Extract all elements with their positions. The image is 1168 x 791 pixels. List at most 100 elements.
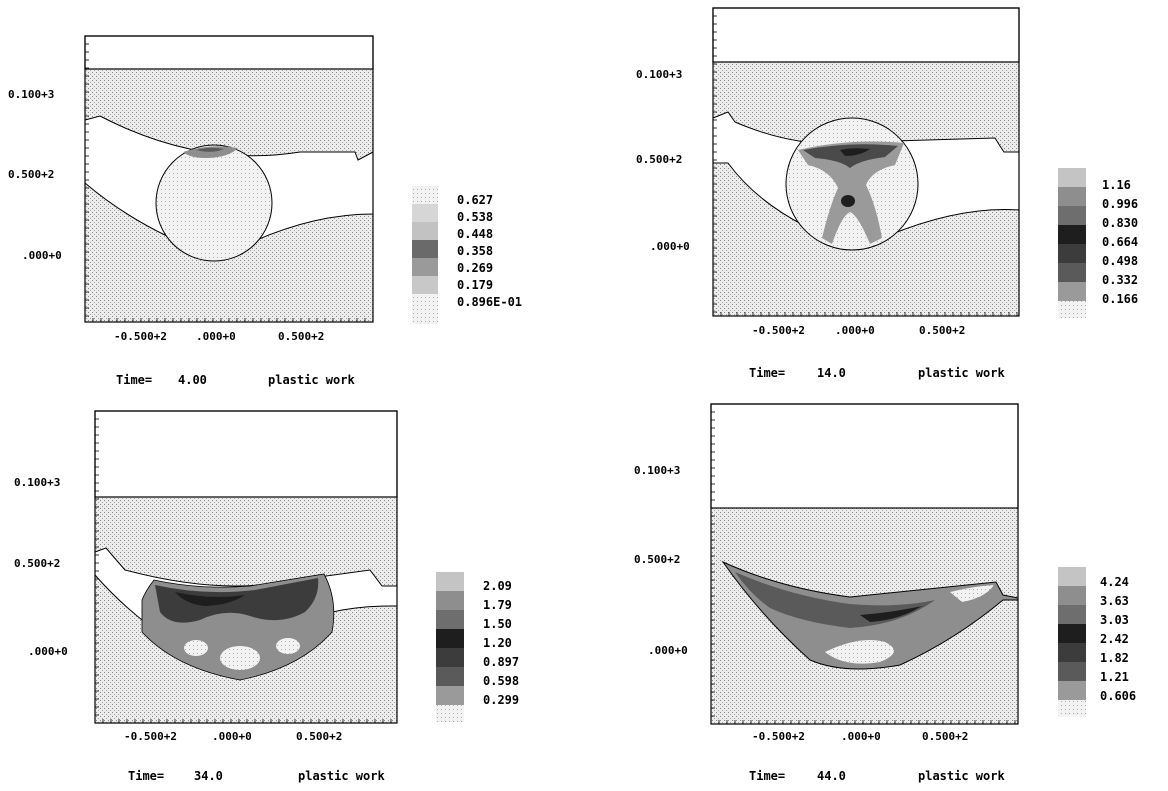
- legend: 1.16 0.996 0.830 0.664 0.498 0.332 0.166: [1058, 168, 1138, 318]
- legend-value: 0.996: [1102, 197, 1138, 211]
- upper-die: [712, 7, 1020, 63]
- x-tick-label: .000+0: [196, 330, 236, 343]
- legend-value: 1.20: [483, 636, 512, 650]
- plot-area: [710, 403, 1019, 725]
- contour-region: [860, 606, 922, 622]
- x-tick-label: 0.500+2: [922, 730, 968, 743]
- legend-swatch: [412, 222, 438, 240]
- panel-1: 0.100+3 0.500+2 .000+0 -0.500+2 .000+0 0…: [8, 35, 522, 387]
- legend-swatch: [412, 258, 438, 276]
- legend-value: 0.606: [1100, 689, 1136, 703]
- legend-swatch: [1058, 282, 1086, 301]
- time-label: Time=: [749, 366, 785, 380]
- legend-swatch: [1058, 681, 1086, 700]
- x-tick-label: -0.500+2: [114, 330, 167, 343]
- legend-value: 3.63: [1100, 594, 1129, 608]
- time-label: Time=: [116, 373, 152, 387]
- legend-value: 0.299: [483, 693, 519, 707]
- legend-swatch: [412, 294, 438, 324]
- plot-area: [94, 410, 398, 724]
- plot-area: [712, 7, 1020, 317]
- legend-value: 3.03: [1100, 613, 1129, 627]
- legend-swatch: [1058, 586, 1086, 605]
- plot-frame: [712, 7, 1020, 317]
- time-label: Time=: [749, 769, 785, 783]
- field-label: plastic work: [918, 769, 1005, 783]
- legend-value: 0.269: [457, 261, 493, 275]
- y-tick-label: 0.500+2: [14, 557, 60, 570]
- upper-die: [94, 410, 398, 498]
- legend-value: 1.50: [483, 617, 512, 631]
- legend-swatch: [412, 276, 438, 294]
- legend-swatch: [436, 648, 464, 667]
- legend-swatch: [1058, 662, 1086, 681]
- legend-swatch: [1058, 301, 1086, 318]
- plot-frame: [94, 410, 398, 724]
- contour-region: [184, 640, 208, 656]
- legend-swatch: [1058, 567, 1086, 586]
- panel-3: 0.100+3 0.500+2 .000+0 -0.500+2 .000+0 0…: [14, 410, 519, 783]
- panel-4: 0.100+3 0.500+2 .000+0 -0.500+2 .000+0 0…: [634, 403, 1136, 783]
- contour-region: [825, 639, 894, 664]
- axis-ticks: [85, 15, 1018, 724]
- x-tick-label: .000+0: [835, 324, 875, 337]
- legend-value: 0.627: [457, 193, 493, 207]
- contour-region: [175, 592, 245, 606]
- y-tick-label: .000+0: [22, 249, 62, 262]
- y-tick-label: 0.100+3: [634, 464, 680, 477]
- legend-swatch: [1058, 225, 1086, 244]
- plot-area: [84, 35, 374, 323]
- time-value: 34.0: [194, 769, 223, 783]
- contour-region: [841, 195, 855, 207]
- legend-value: 0.498: [1102, 254, 1138, 268]
- legend: 0.627 0.538 0.448 0.358 0.269 0.179 0.89…: [412, 186, 522, 324]
- panel-2: 0.100+3 0.500+2 .000+0 -0.500+2 .000+0 0…: [636, 7, 1138, 380]
- contour-region: [276, 638, 300, 654]
- contour-region: [950, 585, 994, 602]
- legend-swatch: [412, 204, 438, 222]
- legend: 2.09 1.79 1.50 1.20 0.897 0.598 0.299: [436, 572, 519, 722]
- contour-region: [840, 148, 870, 156]
- legend-swatch: [1058, 187, 1086, 206]
- contour-region: [155, 578, 319, 623]
- ball: [155, 144, 273, 262]
- y-tick-label: 0.100+3: [8, 88, 54, 101]
- y-tick-label: 0.100+3: [636, 68, 682, 81]
- time-value: 44.0: [817, 769, 846, 783]
- legend-value: 0.538: [457, 210, 493, 224]
- y-tick-label: .000+0: [650, 240, 690, 253]
- legend-value: 0.448: [457, 227, 493, 241]
- legend-value: 1.21: [1100, 670, 1129, 684]
- time-label: Time=: [128, 769, 164, 783]
- legend-value: 0.166: [1102, 292, 1138, 306]
- legend-value: 0.830: [1102, 216, 1138, 230]
- legend-value: 2.09: [483, 579, 512, 593]
- upper-die: [84, 35, 374, 70]
- contour-region: [803, 144, 898, 168]
- y-tick-label: .000+0: [28, 645, 68, 658]
- field-label: plastic work: [268, 373, 355, 387]
- legend-value: 4.24: [1100, 575, 1129, 589]
- y-tick-label: 0.100+3: [14, 476, 60, 489]
- y-tick-label: 0.500+2: [634, 553, 680, 566]
- time-value: 4.00: [178, 373, 207, 387]
- x-tick-label: .000+0: [212, 730, 252, 743]
- legend-value: 0.332: [1102, 273, 1138, 287]
- legend-value: 0.896E-01: [457, 295, 522, 309]
- legend-swatch: [436, 629, 464, 648]
- x-tick-label: -0.500+2: [752, 730, 805, 743]
- legend-swatch: [412, 240, 438, 258]
- legend-value: 1.82: [1100, 651, 1129, 665]
- legend: 4.24 3.63 3.03 2.42 1.82 1.21 0.606: [1058, 567, 1136, 717]
- legend-swatch: [436, 705, 464, 722]
- legend-swatch: [1058, 700, 1086, 717]
- legend-value: 2.42: [1100, 632, 1129, 646]
- y-tick-label: 0.500+2: [8, 168, 54, 181]
- upper-die: [710, 403, 1019, 509]
- legend-swatch: [436, 667, 464, 686]
- contour-region: [196, 147, 224, 152]
- legend-swatch: [1058, 263, 1086, 282]
- legend-value: 0.358: [457, 244, 493, 258]
- legend-value: 1.79: [483, 598, 512, 612]
- legend-value: 1.16: [1102, 178, 1131, 192]
